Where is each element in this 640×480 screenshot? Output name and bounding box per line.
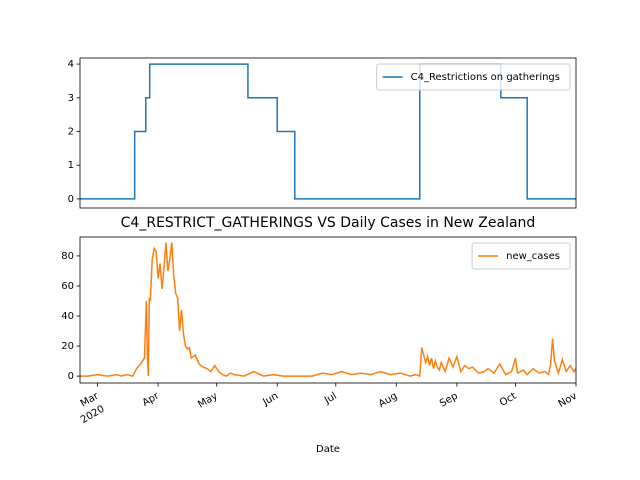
axes-frame bbox=[79, 236, 577, 384]
legend-label: new_cases bbox=[506, 251, 560, 262]
y-tick-label: 3 bbox=[68, 93, 74, 104]
y-tick-label: 0 bbox=[68, 194, 74, 205]
y-tick-label: 60 bbox=[61, 281, 74, 292]
y-tick-label: 0 bbox=[68, 371, 74, 382]
series-line bbox=[80, 63, 576, 200]
legend-box bbox=[376, 63, 571, 91]
y-tick-label: 2 bbox=[68, 126, 74, 137]
axes-frame bbox=[79, 57, 577, 209]
x-axis-label: Date bbox=[316, 444, 340, 455]
legend-label: C4_Restrictions on gatherings bbox=[411, 72, 560, 83]
legend: C4_Restrictions on gatherings bbox=[376, 63, 571, 91]
legend-box bbox=[471, 242, 571, 270]
series-line bbox=[80, 242, 577, 378]
chart-title: C4_RESTRICT_GATHERINGS VS Daily Cases in… bbox=[121, 215, 536, 231]
y-tick-label: 1 bbox=[68, 160, 74, 171]
y-tick-label: 4 bbox=[68, 59, 74, 70]
y-tick-label: 40 bbox=[61, 311, 74, 322]
legend: new_cases bbox=[471, 242, 571, 270]
y-tick-label: 20 bbox=[61, 341, 74, 352]
y-tick-label: 80 bbox=[61, 251, 74, 262]
